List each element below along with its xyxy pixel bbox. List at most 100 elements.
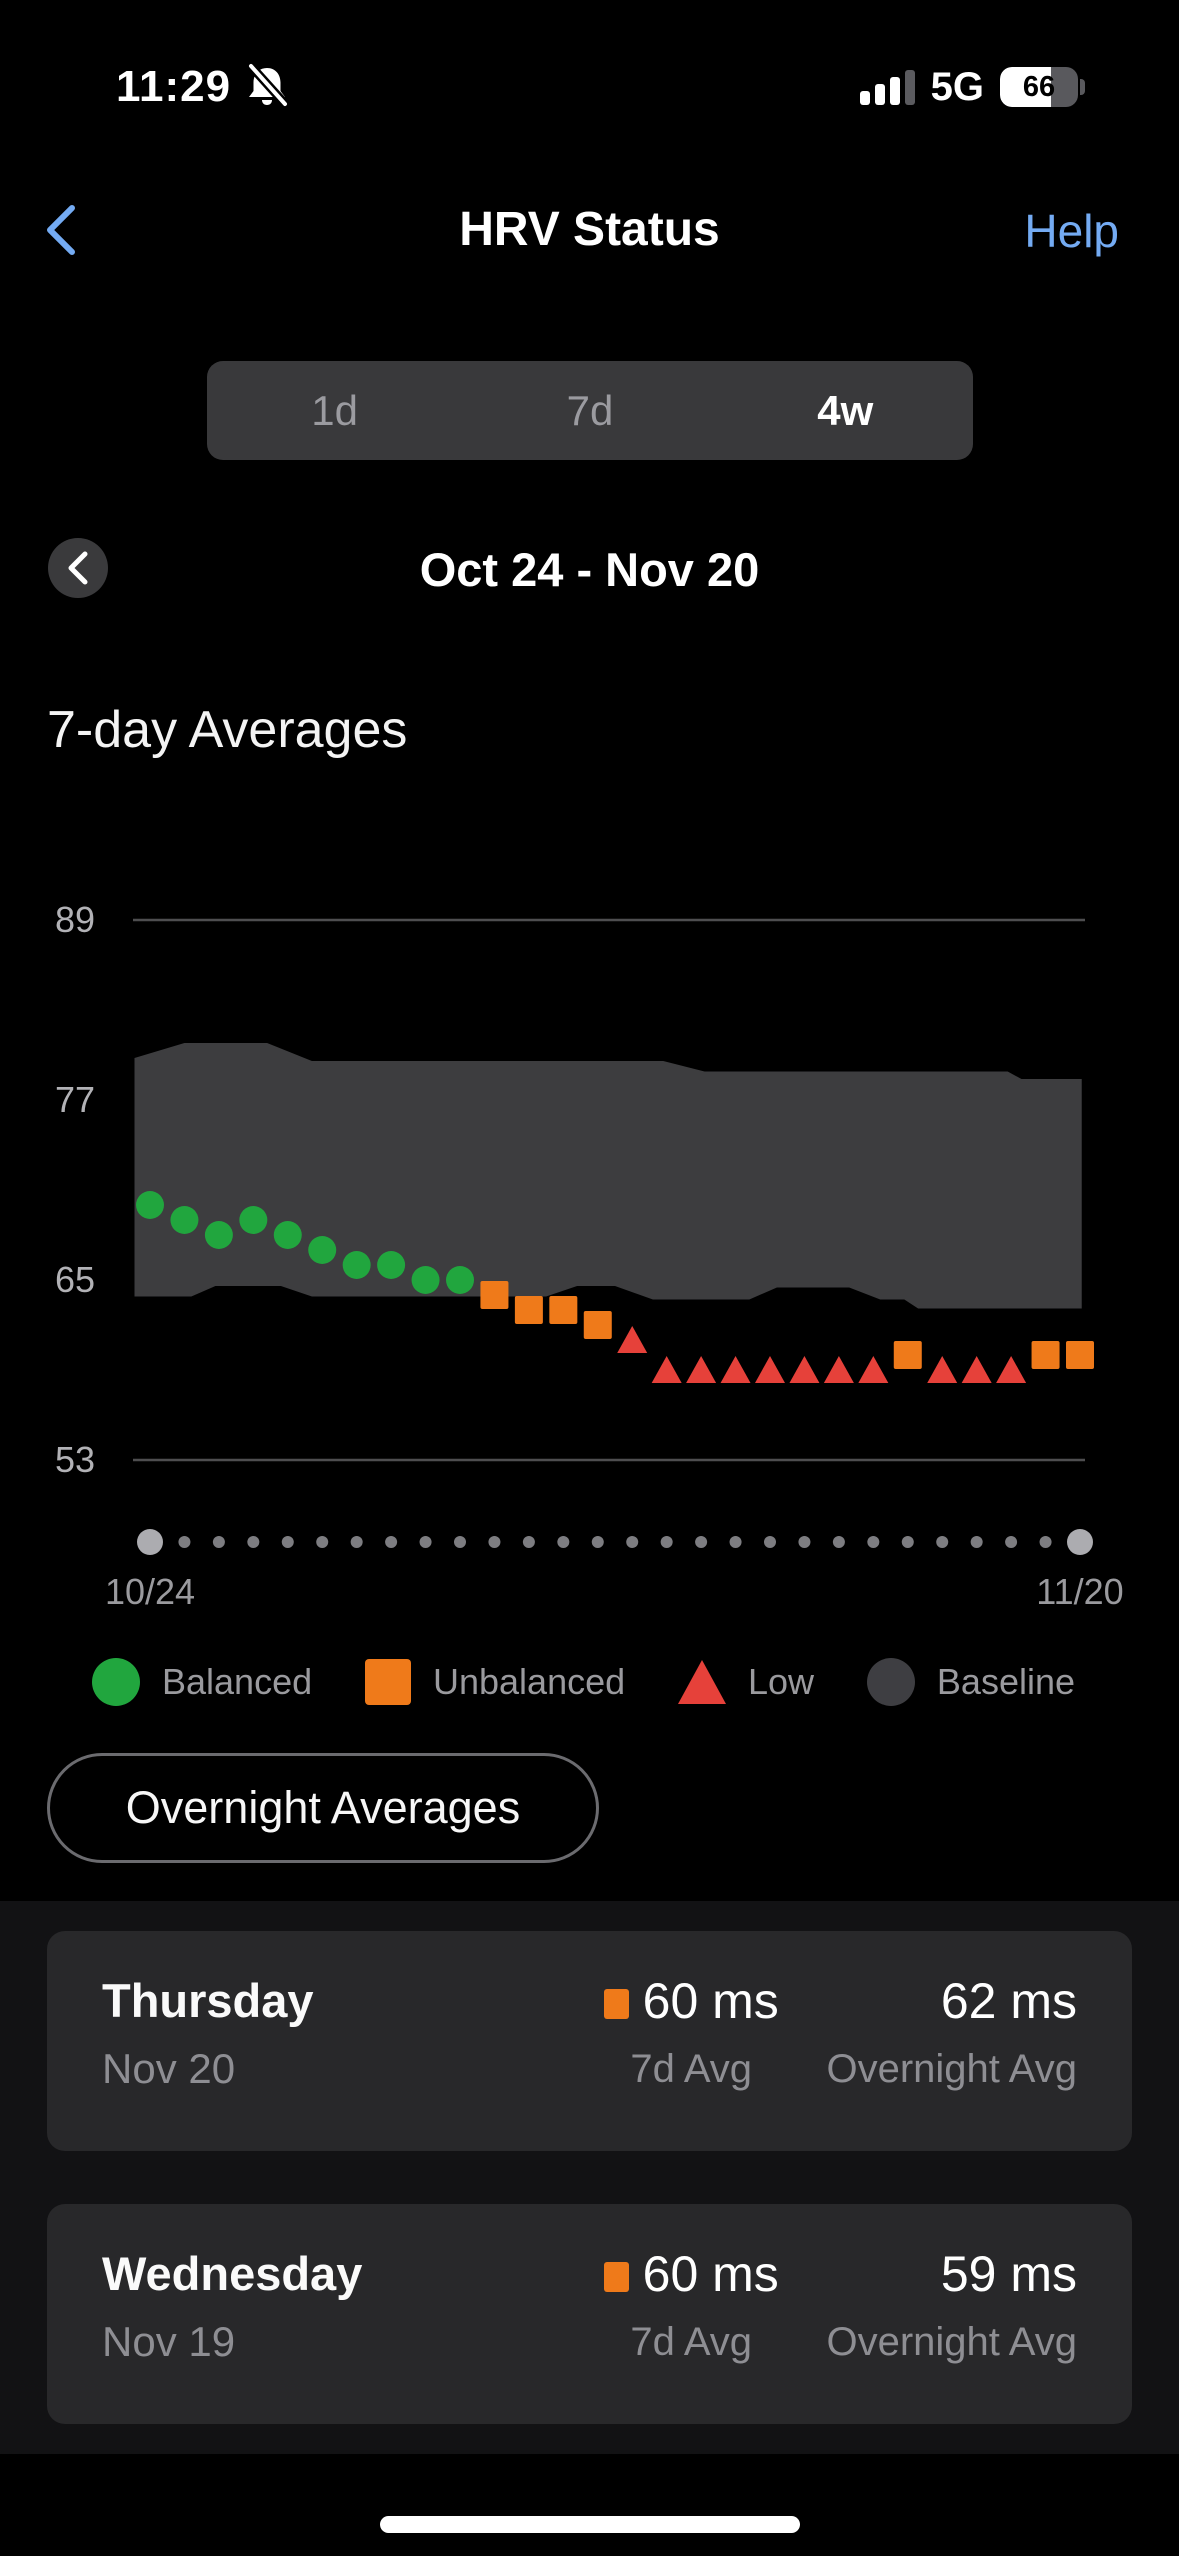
- card-date: Nov 19: [102, 2318, 236, 2365]
- low-triangle-icon: [678, 1660, 726, 1704]
- day-dot-selected[interactable]: [1067, 1529, 1093, 1555]
- card-overnight-label: Overnight Avg: [826, 2047, 1077, 2091]
- day-cards-panel: Thursday Nov 20 60 ms 7d Avg 62 ms Overn…: [0, 1901, 1179, 2454]
- legend-item-baseline: Baseline: [866, 1658, 1075, 1706]
- card-7d-avg-label: 7d Avg: [630, 2320, 753, 2364]
- back-chevron-icon[interactable]: [42, 204, 78, 256]
- status-indicators: 5G 66: [859, 60, 1085, 114]
- card-7d-avg-value: 60 ms: [642, 1973, 779, 2029]
- day-dot[interactable]: [660, 1536, 673, 1548]
- day-card-wednesday[interactable]: Wednesday Nov 19 60 ms 7d Avg 59 ms Over…: [47, 2204, 1132, 2424]
- balanced-marker: [377, 1251, 406, 1279]
- overnight-averages-button[interactable]: Overnight Averages: [47, 1753, 599, 1863]
- card-overnight-label: Overnight Avg: [826, 2320, 1077, 2364]
- day-dot[interactable]: [764, 1536, 776, 1548]
- balanced-marker: [170, 1206, 199, 1234]
- day-dot[interactable]: [316, 1536, 329, 1548]
- clock: 11:29: [116, 62, 232, 111]
- chart-legend: Balanced Unbalanced Low Baseline: [92, 1658, 1075, 1706]
- section-title: 7-day Averages: [47, 701, 408, 759]
- y-tick-label: 53: [55, 1439, 95, 1480]
- card-7d-avg-label: 7d Avg: [630, 2047, 753, 2091]
- unbalanced-marker: [893, 1341, 922, 1369]
- day-dot[interactable]: [212, 1536, 225, 1548]
- day-dot[interactable]: [832, 1536, 845, 1548]
- tab-7d[interactable]: 7d: [566, 386, 614, 434]
- unbalanced-marker: [1031, 1341, 1060, 1369]
- legend-item-unbalanced: Unbalanced: [364, 1659, 625, 1705]
- legend-item-low: Low: [678, 1660, 814, 1704]
- balanced-marker: [308, 1236, 337, 1264]
- notifications-muted-icon: [246, 62, 290, 109]
- low-marker: [823, 1356, 854, 1383]
- balanced-marker: [342, 1251, 371, 1279]
- low-marker: [927, 1356, 958, 1383]
- y-tick-label: 89: [55, 899, 95, 940]
- period-label: Oct 24 - Nov 20: [419, 543, 760, 596]
- card-day: Thursday: [102, 1974, 314, 2027]
- day-dot[interactable]: [557, 1536, 570, 1548]
- low-marker: [651, 1356, 682, 1383]
- low-marker: [858, 1356, 889, 1383]
- day-dot[interactable]: [867, 1536, 880, 1548]
- day-dot[interactable]: [626, 1536, 639, 1548]
- battery-fill: [1000, 67, 1052, 107]
- y-tick-label: 65: [55, 1259, 95, 1300]
- day-dot[interactable]: [970, 1536, 983, 1548]
- help-button[interactable]: Help: [1024, 205, 1119, 257]
- low-marker: [961, 1356, 992, 1383]
- day-dot[interactable]: [247, 1536, 260, 1548]
- tab-4w[interactable]: 4w: [817, 386, 874, 434]
- day-dot[interactable]: [1005, 1536, 1018, 1548]
- balanced-marker: [446, 1266, 474, 1294]
- day-dot[interactable]: [591, 1536, 604, 1548]
- card-day: Wednesday: [102, 2247, 363, 2300]
- low-marker: [996, 1356, 1027, 1383]
- baseline-band: [134, 1043, 1082, 1309]
- day-card-thursday[interactable]: Thursday Nov 20 60 ms 7d Avg 62 ms Overn…: [47, 1931, 1132, 2151]
- hrv-chart-svg[interactable]: 89 77 65 53 10/24 11/20: [0, 870, 1179, 1630]
- unbalanced-status-icon: [603, 1989, 629, 2019]
- unbalanced-square-icon: [364, 1659, 411, 1705]
- x-axis-end-label: 11/20: [1036, 1571, 1123, 1612]
- unbalanced-marker: [549, 1296, 578, 1324]
- card-date: Nov 20: [102, 2045, 236, 2092]
- unbalanced-marker: [514, 1296, 543, 1324]
- low-marker: [720, 1356, 751, 1383]
- day-dot[interactable]: [281, 1536, 294, 1548]
- chevron-left-icon: [68, 551, 88, 585]
- day-dot[interactable]: [385, 1536, 398, 1548]
- low-marker: [617, 1326, 648, 1353]
- day-dot[interactable]: [901, 1536, 914, 1548]
- x-axis-start-label: 10/24: [105, 1571, 195, 1612]
- unbalanced-marker: [583, 1311, 612, 1339]
- day-dot[interactable]: [798, 1536, 811, 1548]
- day-dot[interactable]: [1039, 1536, 1052, 1548]
- low-marker: [686, 1356, 717, 1383]
- legend-label: Balanced: [162, 1661, 313, 1702]
- day-dot[interactable]: [695, 1536, 708, 1548]
- previous-period-button[interactable]: [48, 538, 108, 598]
- battery-percent: 66: [1022, 70, 1056, 103]
- legend-item-balanced: Balanced: [92, 1658, 312, 1706]
- status-bar: 11:29 5G 66: [0, 60, 1179, 114]
- balanced-marker: [204, 1221, 233, 1249]
- day-dot[interactable]: [419, 1536, 432, 1548]
- day-dot[interactable]: [178, 1536, 191, 1548]
- unbalanced-marker: [1066, 1341, 1094, 1369]
- battery-icon: 66: [1000, 67, 1078, 107]
- day-dot-selected[interactable]: [137, 1529, 163, 1555]
- day-dot[interactable]: [454, 1536, 466, 1548]
- day-dot[interactable]: [350, 1536, 363, 1548]
- network-type-label: 5G: [930, 64, 984, 109]
- day-dot[interactable]: [936, 1536, 949, 1548]
- tab-1d[interactable]: 1d: [311, 386, 359, 434]
- day-dot[interactable]: [522, 1536, 535, 1548]
- unbalanced-status-icon: [603, 2262, 629, 2292]
- day-dot[interactable]: [729, 1536, 742, 1548]
- balanced-marker: [273, 1221, 302, 1249]
- day-dot[interactable]: [488, 1536, 501, 1548]
- balanced-marker: [411, 1266, 440, 1294]
- header: HRV Status Help: [0, 198, 1179, 262]
